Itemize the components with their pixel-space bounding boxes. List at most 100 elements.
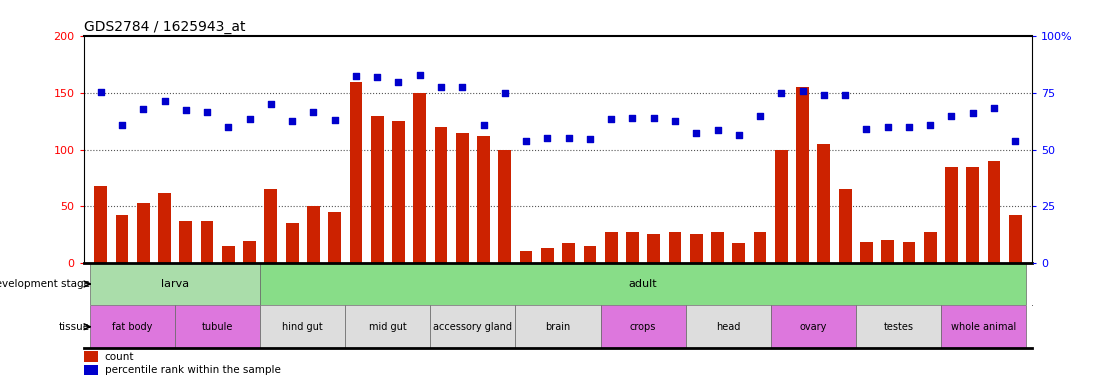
Bar [478, 136, 490, 263]
Bar [753, 232, 767, 263]
Bar [941, 305, 1026, 348]
Bar [945, 167, 958, 263]
Text: crops: crops [629, 322, 656, 332]
Bar [392, 121, 405, 263]
Point [878, 124, 896, 130]
Bar [243, 241, 256, 263]
Text: accessory gland: accessory gland [433, 322, 512, 332]
Bar [647, 234, 660, 263]
Bar [562, 243, 575, 263]
Bar [222, 246, 234, 263]
Bar [541, 248, 554, 263]
Point [560, 135, 578, 141]
Bar [90, 305, 175, 348]
Point [815, 92, 833, 98]
Bar [516, 305, 600, 348]
Point [709, 127, 727, 133]
Text: ovary: ovary [799, 322, 827, 332]
Bar [499, 149, 511, 263]
Point [241, 116, 259, 122]
Text: testes: testes [883, 322, 913, 332]
Bar [413, 93, 426, 263]
Point [155, 98, 173, 104]
Bar [796, 88, 809, 263]
Text: larva: larva [161, 279, 190, 289]
Bar [84, 351, 98, 362]
Bar [1009, 215, 1021, 263]
Point [474, 122, 492, 128]
Text: head: head [716, 322, 740, 332]
Bar [882, 240, 894, 263]
Bar [158, 192, 171, 263]
Bar [260, 263, 1026, 305]
Point [453, 84, 471, 91]
Bar [690, 234, 703, 263]
Point [581, 136, 599, 142]
Text: tubule: tubule [202, 322, 233, 332]
Point [176, 107, 194, 113]
Text: GDS2784 / 1625943_at: GDS2784 / 1625943_at [84, 20, 246, 34]
Point [113, 122, 131, 128]
Point [432, 84, 450, 91]
Bar [349, 82, 363, 263]
Bar [860, 242, 873, 263]
Bar [90, 263, 260, 305]
Text: adult: adult [628, 279, 657, 289]
Point [411, 72, 429, 78]
Bar [431, 305, 516, 348]
Bar [264, 189, 277, 263]
Bar [924, 232, 936, 263]
Bar [95, 186, 107, 263]
Text: count: count [105, 351, 134, 361]
Point [985, 105, 1003, 111]
Point [624, 115, 642, 121]
Point [517, 137, 535, 144]
Point [687, 129, 705, 136]
Point [751, 113, 769, 119]
Point [326, 117, 344, 123]
Point [368, 74, 386, 80]
Bar [286, 223, 298, 263]
Bar [371, 116, 384, 263]
Bar [988, 161, 1000, 263]
Bar [605, 232, 617, 263]
Point [220, 124, 238, 130]
Point [305, 109, 323, 115]
Bar [307, 206, 320, 263]
Point [496, 90, 513, 96]
Bar [201, 221, 213, 263]
Bar [180, 221, 192, 263]
Bar [328, 212, 341, 263]
Text: development stage: development stage [0, 279, 90, 289]
Bar [626, 232, 638, 263]
Bar [818, 144, 830, 263]
Bar [839, 189, 852, 263]
Bar [600, 305, 685, 348]
Bar [520, 252, 532, 263]
Point [645, 115, 663, 121]
Text: hind gut: hind gut [282, 322, 324, 332]
Bar [584, 246, 596, 263]
Point [730, 132, 748, 138]
Point [793, 88, 811, 94]
Bar [345, 305, 431, 348]
Bar [137, 203, 150, 263]
Bar [260, 305, 345, 348]
Bar [685, 305, 771, 348]
Bar [775, 149, 788, 263]
Point [134, 106, 152, 112]
Bar [732, 243, 745, 263]
Point [922, 122, 940, 128]
Bar [456, 132, 469, 263]
Bar [711, 232, 724, 263]
Bar [668, 232, 682, 263]
Text: mid gut: mid gut [369, 322, 406, 332]
Bar [434, 127, 448, 263]
Point [199, 109, 217, 115]
Bar [771, 305, 856, 348]
Bar [84, 263, 1032, 384]
Point [964, 110, 982, 116]
Point [857, 126, 875, 132]
Bar [856, 305, 941, 348]
Bar [84, 365, 98, 375]
